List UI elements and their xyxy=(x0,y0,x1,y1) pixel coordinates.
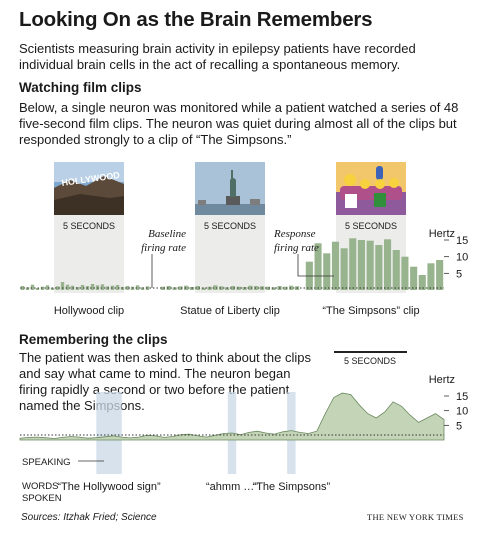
bar-series2-9 xyxy=(213,285,218,290)
bar-series2-18 xyxy=(265,286,270,290)
clip3-duration-label: 5 SECONDS xyxy=(345,221,397,231)
y-axis-label-top: Hertz xyxy=(429,228,455,240)
section2-body: The patient was then asked to think abou… xyxy=(19,350,311,413)
bar-series3-1 xyxy=(314,243,322,290)
bar-series2-1 xyxy=(166,286,171,290)
bar-series1-23 xyxy=(135,285,140,290)
hollywood-clip-panel xyxy=(54,215,124,293)
hollywood-clip-label: Hollywood clip xyxy=(54,305,124,317)
simpsons-photo-icon xyxy=(336,162,406,215)
spoken-words-3: “The Simpsons” xyxy=(253,481,331,493)
section2-heading: Remembering the clips xyxy=(19,332,168,347)
y-tick-label-bottom-15: 15 xyxy=(456,391,468,403)
y-tick-label-top-10: 10 xyxy=(456,252,468,264)
bar-series1-21 xyxy=(125,286,130,290)
bar-series3-5 xyxy=(349,238,357,290)
bar-series2-19 xyxy=(271,287,276,290)
page-title: Looking On as the Brain Remembers xyxy=(19,8,373,31)
y-tick-label-top-5: 5 xyxy=(456,268,462,280)
bar-series3-3 xyxy=(331,241,339,290)
bar-series2-2 xyxy=(172,287,177,290)
simpsons-clip-label: “The Simpsons” clip xyxy=(322,305,419,317)
speaking-band-1 xyxy=(96,392,122,474)
bar-series1-1 xyxy=(25,287,30,290)
bar-series3-6 xyxy=(357,240,365,290)
bar-series3-9 xyxy=(384,239,392,290)
bar-series2-13 xyxy=(236,286,241,290)
y-tick-label-bottom-5: 5 xyxy=(456,420,462,432)
bar-series2-6 xyxy=(195,286,200,290)
section1-heading: Watching film clips xyxy=(19,80,142,95)
bar-series2-4 xyxy=(184,285,189,290)
bar-series2-16 xyxy=(254,286,259,290)
liberty-clip-label: Statue of Liberty clip xyxy=(180,305,280,317)
intro-text: Scientists measuring brain activity in e… xyxy=(19,41,416,72)
clip2-duration-label: 5 SECONDS xyxy=(204,221,256,231)
bar-series1-14 xyxy=(90,284,95,290)
bar-series1-8 xyxy=(60,282,65,290)
bar-series3-10 xyxy=(392,250,400,290)
y-axis-label-bottom: Hertz xyxy=(429,374,455,386)
statue-of-liberty-photo-icon xyxy=(195,162,265,215)
bar-series3-13 xyxy=(418,275,426,290)
bar-series3-7 xyxy=(366,240,374,290)
baseline-label-line1: Baseline xyxy=(148,228,186,240)
bar-series3-11 xyxy=(401,256,409,290)
words-row-label-line2: SPOKEN xyxy=(22,493,62,504)
y-tick-label-bottom-10: 10 xyxy=(456,406,468,418)
bar-series3-4 xyxy=(340,248,348,290)
bar-series2-15 xyxy=(248,285,253,290)
bar-series2-7 xyxy=(201,287,206,290)
y-ticks-top: 5 10 15 xyxy=(444,235,468,280)
bar-series3-14 xyxy=(427,263,435,290)
firing-trace xyxy=(19,392,445,441)
bar-series1-2 xyxy=(30,284,35,290)
response-label-line2: firing rate xyxy=(274,242,319,254)
bar-series2-22 xyxy=(289,285,294,290)
bar-series3-12 xyxy=(410,266,418,290)
bar-series2-3 xyxy=(178,286,183,290)
words-row-label-line1: WORDS xyxy=(22,481,58,492)
bar-series2-11 xyxy=(225,287,230,290)
bar-series1-9 xyxy=(65,284,70,290)
bar-series3-2 xyxy=(323,253,331,290)
bar-series1-6 xyxy=(50,287,55,290)
bar-series1-19 xyxy=(115,285,120,290)
duration-label: 5 SECONDS xyxy=(344,356,396,366)
baseline-label-line2: firing rate xyxy=(141,242,186,254)
speaking-row-label: SPEAKING xyxy=(22,457,71,468)
bar-series1-7 xyxy=(55,286,60,290)
spoken-words-2: “ahmm …” xyxy=(206,481,258,493)
bar-series2-12 xyxy=(230,286,235,290)
bar-series1-16 xyxy=(100,284,105,290)
bar-series1-12 xyxy=(80,285,85,290)
credit-line: THE NEW YORK TIMES xyxy=(367,512,464,522)
y-ticks-bottom: 5 10 15 xyxy=(444,391,468,432)
bar-series1-3 xyxy=(35,288,40,290)
section1-body: Below, a single neuron was monitored whi… xyxy=(19,100,459,147)
spoken-words-1: “The Hollywood sign” xyxy=(57,481,161,493)
bar-series1-0 xyxy=(20,286,25,290)
clip1-duration-label: 5 SECONDS xyxy=(63,221,115,231)
bar-series3-8 xyxy=(375,245,383,290)
bar-series2-10 xyxy=(219,286,224,290)
hollywood-sign-photo-icon: HOLLYWOOD xyxy=(54,162,124,215)
source-note: Sources: Itzhak Fried; Science xyxy=(21,512,157,523)
y-tick-label-top-15: 15 xyxy=(456,235,468,247)
bar-series1-24 xyxy=(140,287,145,290)
response-label-line1: Response xyxy=(273,228,316,240)
bar-series2-21 xyxy=(283,286,288,290)
liberty-clip-panel xyxy=(195,215,265,293)
bar-series2-0 xyxy=(160,286,165,290)
bar-series3-15 xyxy=(436,260,444,290)
words-spoken: “The Hollywood sign” “ahmm …”“The Simpson… xyxy=(57,481,330,493)
response-pointer xyxy=(297,254,334,277)
bar-series1-5 xyxy=(45,285,50,290)
